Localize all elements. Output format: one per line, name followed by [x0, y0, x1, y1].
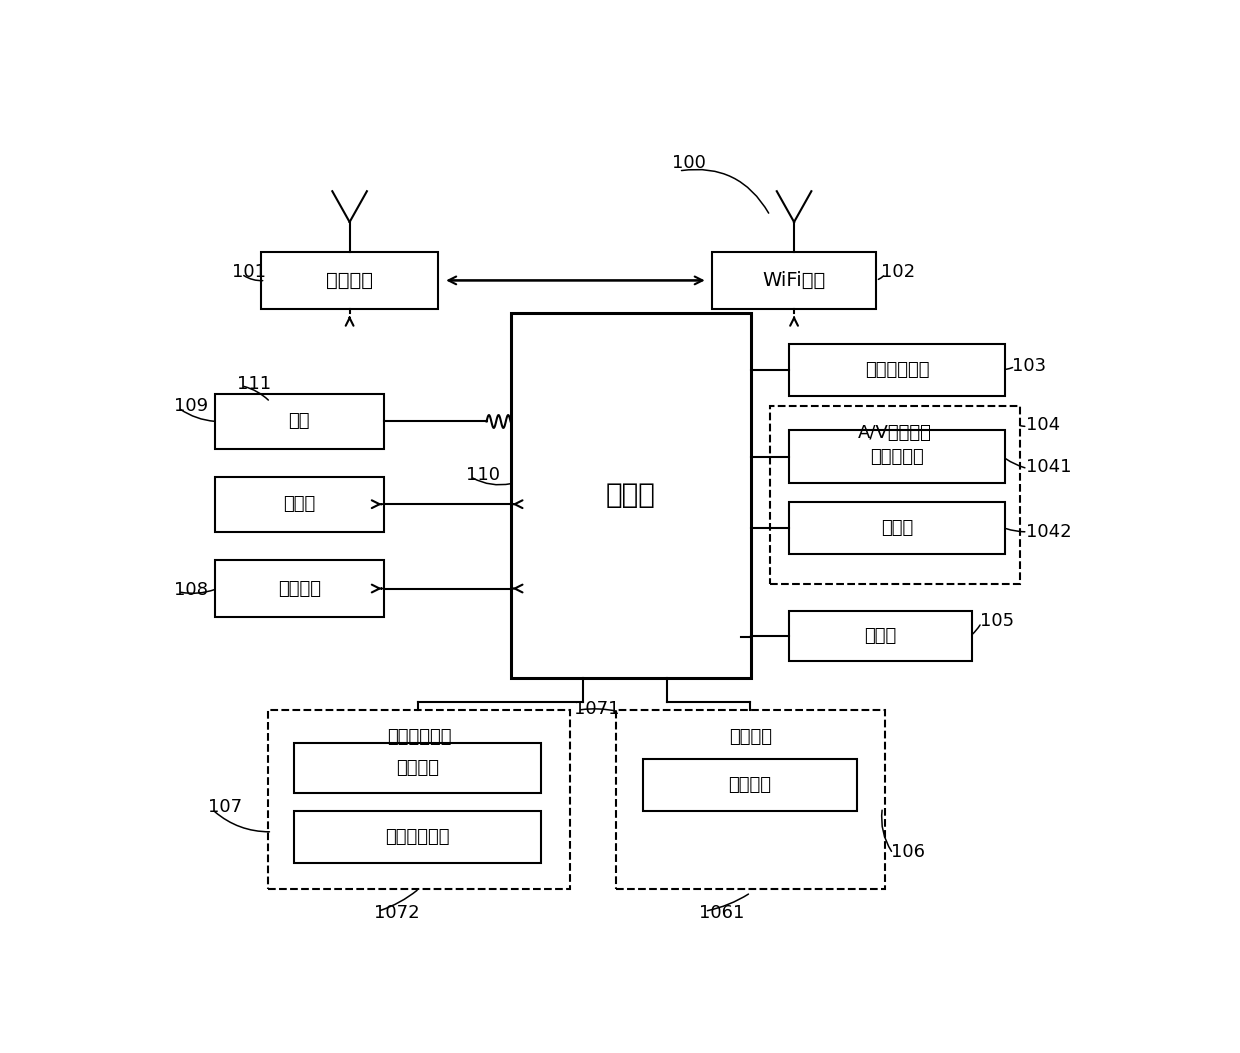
Bar [294, 812, 542, 862]
Text: 用户输入单元: 用户输入单元 [387, 728, 451, 746]
Bar [789, 343, 1006, 396]
Bar [268, 710, 570, 889]
Text: 102: 102 [880, 263, 915, 281]
Text: 111: 111 [237, 375, 270, 393]
Bar [789, 502, 1006, 555]
Text: 存储器: 存储器 [283, 495, 315, 513]
Bar [789, 611, 972, 661]
Text: 100: 100 [672, 154, 706, 172]
Bar [215, 394, 383, 449]
Text: 105: 105 [980, 612, 1013, 630]
Text: 其他输入设备: 其他输入设备 [386, 828, 450, 846]
Text: 106: 106 [892, 843, 925, 861]
Text: 104: 104 [1025, 416, 1060, 434]
Bar [616, 710, 885, 889]
Bar [294, 742, 542, 793]
Text: 麦克风: 麦克风 [882, 519, 914, 537]
Bar [215, 560, 383, 617]
Text: 1042: 1042 [1025, 522, 1071, 541]
Bar [712, 252, 875, 309]
Text: A/V输入单元: A/V输入单元 [858, 424, 932, 442]
Bar [789, 431, 1006, 483]
Text: 107: 107 [208, 798, 242, 816]
Text: 音频输出单元: 音频输出单元 [866, 360, 930, 379]
Text: 处理器: 处理器 [606, 481, 656, 510]
Text: 射频单元: 射频单元 [326, 271, 373, 290]
Text: 图形处理器: 图形处理器 [870, 448, 924, 465]
Bar [260, 252, 439, 309]
Bar [511, 313, 750, 678]
Bar [644, 759, 857, 812]
Text: 1061: 1061 [699, 903, 744, 921]
Text: 显示面板: 显示面板 [728, 776, 771, 794]
Text: 接口单元: 接口单元 [278, 579, 321, 597]
Text: 传感器: 传感器 [864, 628, 897, 645]
Text: 1071: 1071 [574, 699, 620, 717]
Text: 108: 108 [174, 581, 208, 599]
Text: 110: 110 [466, 466, 501, 484]
Text: 电源: 电源 [289, 413, 310, 431]
Text: 1041: 1041 [1025, 458, 1071, 476]
Bar [770, 406, 1019, 584]
Text: WiFi模块: WiFi模块 [763, 271, 826, 290]
Bar [215, 477, 383, 532]
Text: 109: 109 [174, 397, 208, 415]
Text: 101: 101 [232, 263, 265, 281]
Text: 1072: 1072 [374, 903, 419, 921]
Text: 显示单元: 显示单元 [729, 728, 773, 746]
Text: 触控面板: 触控面板 [397, 759, 439, 777]
Text: 103: 103 [1012, 357, 1047, 375]
